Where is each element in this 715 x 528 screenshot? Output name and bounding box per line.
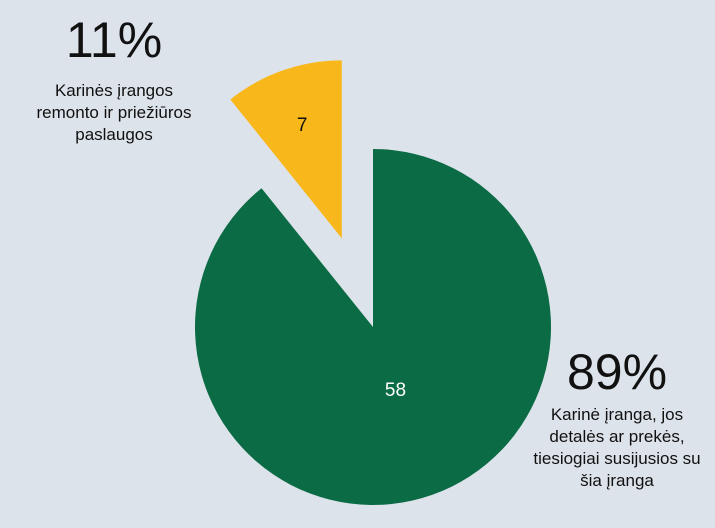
category-label: Karinės įrangos remonto ir priežiūros pa… [36, 81, 192, 144]
pie-slice [230, 60, 342, 239]
pie-slice [195, 149, 551, 506]
slice-value-label: 58 [385, 380, 406, 401]
percent-label: 11% [65, 12, 163, 68]
category-label: Karinė įranga, jos detalės ar prekės, ti… [533, 405, 701, 490]
slice-value-label: 7 [297, 115, 308, 136]
percent-label: 89% [566, 344, 668, 400]
